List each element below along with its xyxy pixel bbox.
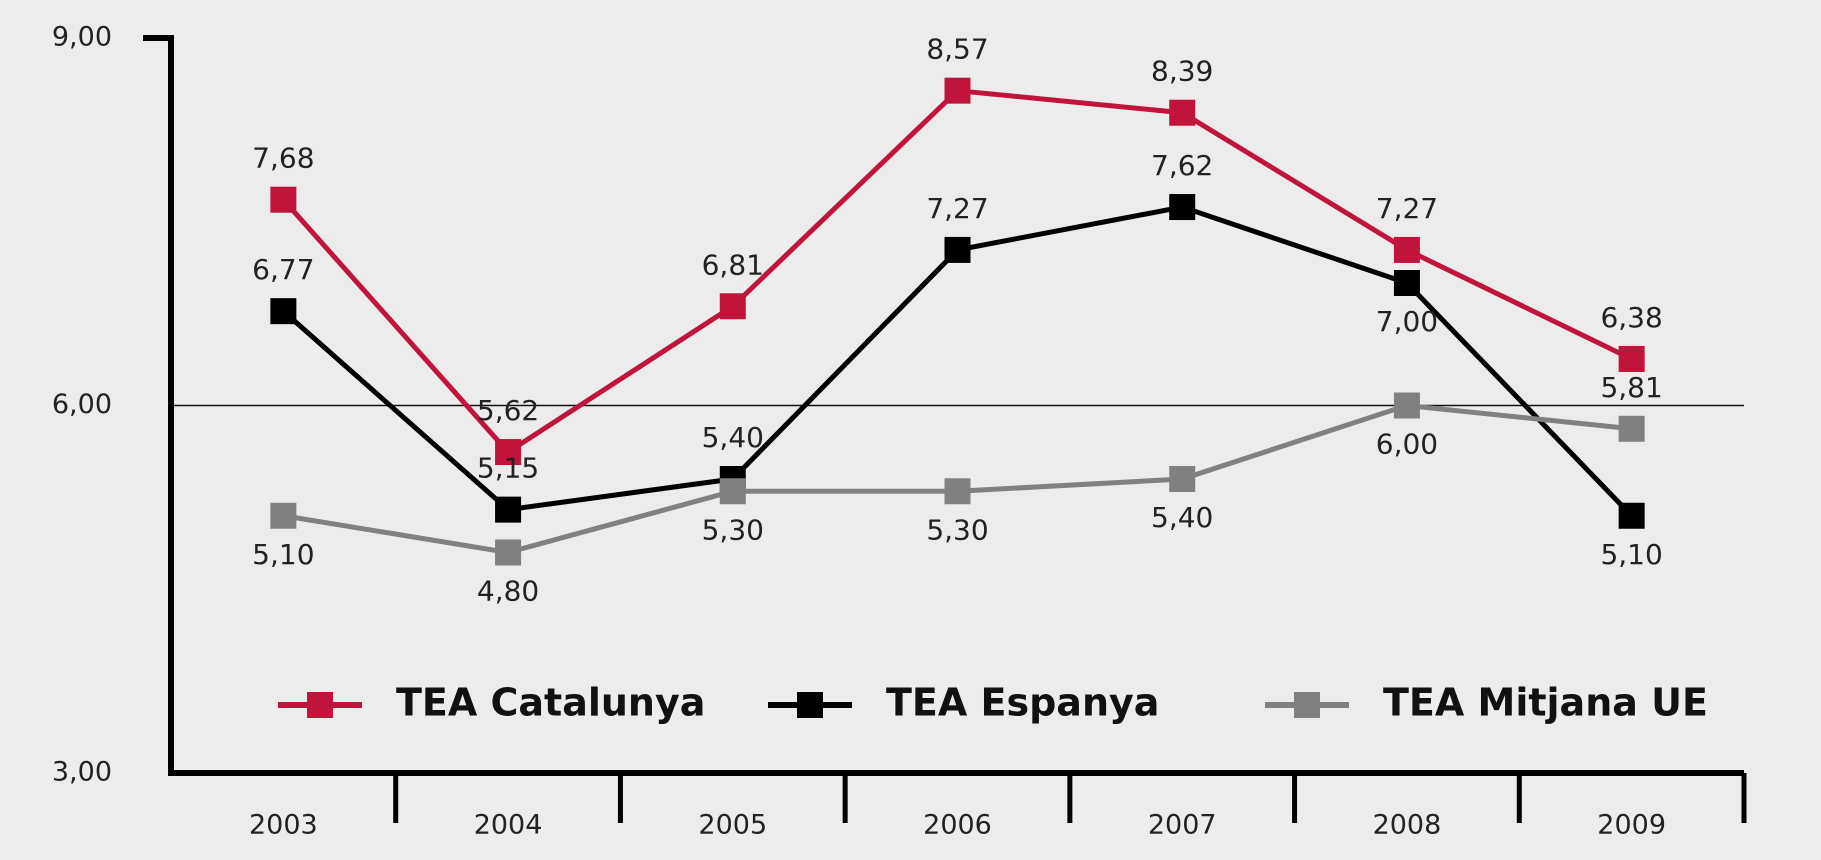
legend-label: TEA Espanya [886,681,1159,725]
x-tick-label: 2008 [1373,810,1442,841]
marker [495,496,522,523]
marker [1618,415,1645,442]
data-label: 4,80 [477,575,539,608]
marker [944,77,971,104]
data-label: 5,81 [1600,371,1662,404]
data-label: 6,00 [1376,428,1438,461]
data-label: 6,77 [252,253,314,286]
marker [495,539,522,566]
marker [1169,466,1196,492]
marker [1169,194,1196,221]
data-label: 5,30 [702,513,764,546]
data-label: 5,40 [702,421,764,454]
marker [270,502,297,529]
x-tick-label: 2007 [1148,810,1217,841]
marker [719,293,746,320]
data-label: 8,39 [1151,55,1213,88]
x-tick-label: 2004 [474,810,543,841]
x-tick-label: 2009 [1597,810,1666,841]
data-label: 7,00 [1376,305,1438,338]
marker [1393,270,1420,296]
data-label: 7,27 [1376,192,1438,225]
legend-label: TEA Catalunya [396,681,705,725]
data-label: 5,62 [477,394,539,427]
marker [270,298,297,325]
legend-marker [797,692,823,718]
data-label: 6,38 [1600,301,1662,334]
x-tick-label: 2005 [698,810,767,841]
data-label: 5,30 [926,513,988,546]
data-label: 5,15 [477,452,539,485]
data-label: 7,68 [252,142,314,175]
legend-marker [1294,692,1320,718]
marker [495,439,522,466]
marker [1618,502,1645,529]
marker [1393,392,1420,419]
x-tick-label: 2006 [923,810,992,841]
marker [1169,99,1196,126]
y-tick-label: 3,00 [52,757,112,788]
data-label: 5,10 [1600,538,1662,571]
legend-label: TEA Mitjana UE [1383,681,1708,725]
data-label: 7,62 [1151,149,1213,182]
y-tick-label: 6,00 [52,389,112,420]
data-label: 6,81 [702,248,764,281]
data-label: 8,57 [926,33,988,66]
marker [270,186,297,213]
legend-marker [307,692,333,718]
data-label: 5,40 [1151,501,1213,534]
marker [944,236,971,263]
x-tick-label: 2003 [249,810,318,841]
y-tick-label: 9,00 [52,22,112,53]
data-label: 5,10 [252,538,314,571]
marker [1618,345,1645,372]
marker [719,478,746,505]
marker [944,478,971,505]
data-label: 7,27 [926,192,988,225]
marker [1393,236,1420,263]
